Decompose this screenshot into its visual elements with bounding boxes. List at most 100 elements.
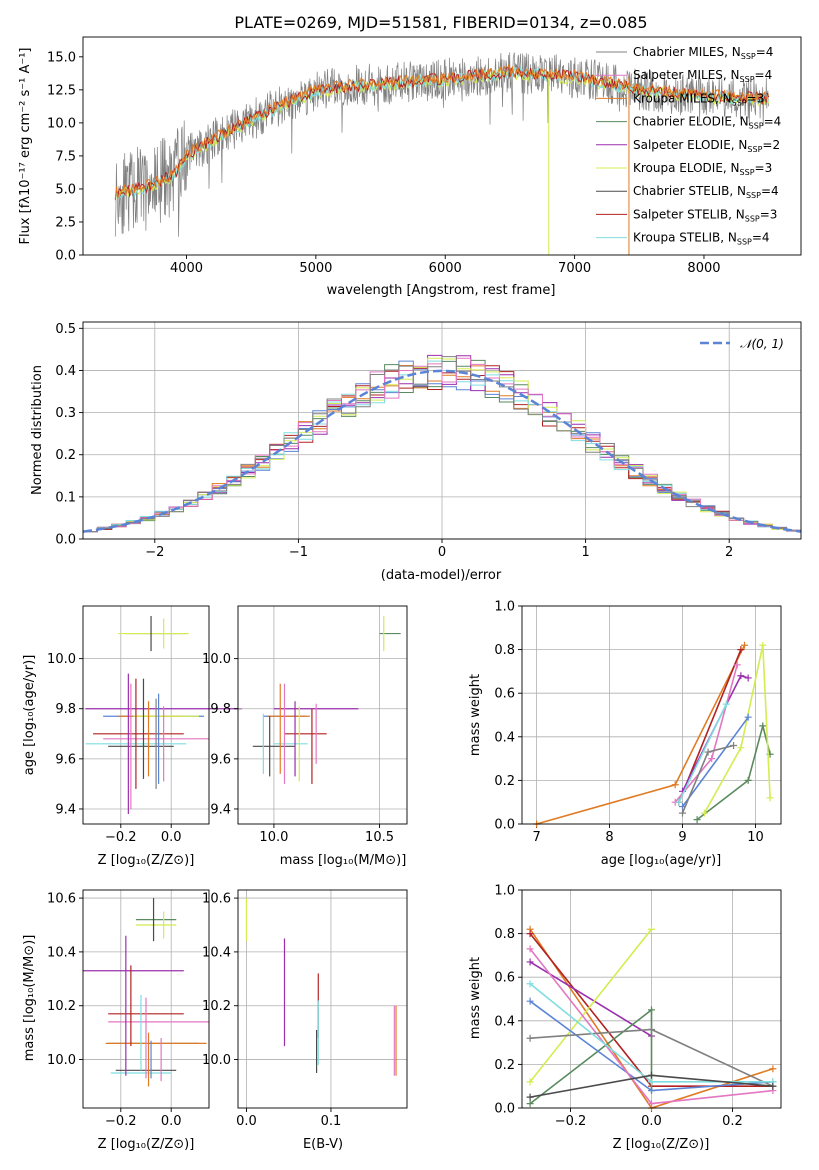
y-tick-label: 10.0 <box>202 1053 231 1068</box>
star-marker <box>744 776 752 784</box>
gridlines <box>238 890 407 1108</box>
y-tick-label: 7.5 <box>55 149 76 164</box>
mass-weight-series <box>679 672 752 795</box>
x-tick-label: 7000 <box>558 261 591 276</box>
star-marker <box>526 945 534 953</box>
mw-z-ylabel: mass weight <box>468 957 483 1039</box>
gridlines <box>83 606 209 824</box>
x-tick-label: 2 <box>725 545 733 560</box>
y-tick-label: 9.6 <box>55 752 76 767</box>
gridlines <box>238 606 407 824</box>
y-tick-label: 0.0 <box>494 1102 515 1117</box>
y-tick-label: 9.8 <box>55 702 76 717</box>
histogram-step-line <box>83 357 801 533</box>
y-tick-label: 0.4 <box>55 364 76 379</box>
star-marker <box>708 755 716 763</box>
star-marker <box>769 1065 777 1073</box>
y-tick-label: 0.4 <box>494 730 515 745</box>
plot-frame <box>82 889 210 1109</box>
mass-weight-series <box>526 1071 777 1101</box>
x-tick-label: 0.0 <box>161 830 182 845</box>
y-tick-label: 10.2 <box>47 999 76 1014</box>
y-tick-label: 0.0 <box>494 818 515 833</box>
mass-weight-series <box>700 641 774 817</box>
y-tick-label: 0.2 <box>494 774 515 789</box>
plot-frame <box>82 36 802 256</box>
legend-label: Chabrier MILES, NSSP=4 <box>633 45 773 61</box>
star-marker <box>766 794 774 802</box>
star-marker <box>526 958 534 966</box>
plot-frame <box>521 889 782 1109</box>
y-tick-label: 10.4 <box>202 945 231 960</box>
y-tick-label: 10.2 <box>202 999 231 1014</box>
star-marker <box>648 1078 655 1086</box>
star-marker <box>679 809 687 817</box>
legend-label: Kroupa STELIB, NSSP=4 <box>633 231 770 247</box>
plot-frame <box>521 605 782 825</box>
mass-weight-series <box>533 641 749 828</box>
star-marker <box>526 1034 534 1042</box>
y-tick-label: 1.0 <box>494 884 515 899</box>
star-marker <box>759 641 767 649</box>
y-tick-label: 0.2 <box>494 1058 515 1073</box>
x-tick-label: 0.0 <box>641 1114 662 1129</box>
y-tick-label: 0.6 <box>494 971 515 986</box>
mass-weight-series <box>671 661 741 806</box>
mass-z-ylabel: mass [log₁₀(M/M⊙)] <box>22 935 37 1062</box>
mw-z-xlabel: Z [log₁₀(Z/Z⊙)] <box>613 1137 710 1152</box>
legend-label: Salpeter MILES, NSSP=4 <box>633 68 772 84</box>
y-tick-label: 0.0 <box>55 249 76 264</box>
mass-weight-series <box>679 713 752 811</box>
x-tick-label: 6000 <box>429 261 462 276</box>
star-marker <box>526 1100 534 1108</box>
star-marker <box>733 661 741 669</box>
y-tick-label: 0.8 <box>494 643 515 658</box>
y-tick-label: 10.4 <box>47 945 76 960</box>
x-tick-label: −0.2 <box>105 1114 137 1129</box>
gridlines <box>83 890 209 1108</box>
x-tick-label: 10 <box>747 830 764 845</box>
x-tick-label: 0.1 <box>321 1114 342 1129</box>
mass-vs-metallicity-panel: −0.2 0.0 10.0 10.2 10.4 10.6 <box>47 889 210 1129</box>
x-tick-label: 1 <box>581 545 589 560</box>
legend-label: Kroupa ELODIE, NSSP=3 <box>633 161 772 177</box>
x-tick-label: 10.5 <box>365 830 394 845</box>
age-z-ylabel: age [log₁₀(age/yr)] <box>22 655 37 776</box>
plot-frame <box>237 605 408 825</box>
y-tick-label: 9.4 <box>210 802 231 817</box>
star-marker <box>693 816 701 824</box>
star-marker <box>648 1071 655 1079</box>
star-marker <box>526 930 534 938</box>
spectrum-xlabel: wavelength [Angstrom, rest frame] <box>327 283 556 298</box>
mass-vs-extinction-panel: 0.0 0.1 10.0 10.2 10.4 10.6 <box>202 889 408 1129</box>
star-marker <box>741 641 749 649</box>
y-tick-label: 0.2 <box>55 448 76 463</box>
x-tick-label: 9 <box>678 830 686 845</box>
y-tick-label: 9.8 <box>210 702 231 717</box>
star-marker <box>648 1026 655 1034</box>
x-tick-label: −0.2 <box>555 1114 587 1129</box>
mass-weight-series <box>675 700 730 806</box>
star-marker <box>648 1087 655 1095</box>
y-tick-label: 12.5 <box>47 83 76 98</box>
x-tick-label: 7 <box>532 830 540 845</box>
star-marker <box>744 713 752 721</box>
star-marker <box>704 748 712 756</box>
star-marker <box>722 700 730 708</box>
model-spectrum-line <box>114 63 770 199</box>
y-tick-label: 0.6 <box>494 687 515 702</box>
y-tick-label: 0.1 <box>55 490 76 505</box>
mass-weight-series <box>526 925 655 1086</box>
mass-weight-series <box>679 742 738 817</box>
plot-frame <box>82 605 210 825</box>
x-tick-label: 0 <box>438 545 446 560</box>
histogram-xlabel: (data-model)/error <box>381 568 502 583</box>
spectrum-legend: Chabrier MILES, NSSP=4 Salpeter MILES, NS… <box>596 45 781 247</box>
star-marker <box>648 925 655 933</box>
star-marker <box>759 722 767 730</box>
mw-age-ylabel: mass weight <box>468 674 483 756</box>
legend-label: Salpeter STELIB, NSSP=3 <box>633 207 777 223</box>
x-tick-label: 10.0 <box>259 830 288 845</box>
star-marker <box>648 1006 655 1014</box>
x-tick-label: −0.2 <box>105 830 137 845</box>
